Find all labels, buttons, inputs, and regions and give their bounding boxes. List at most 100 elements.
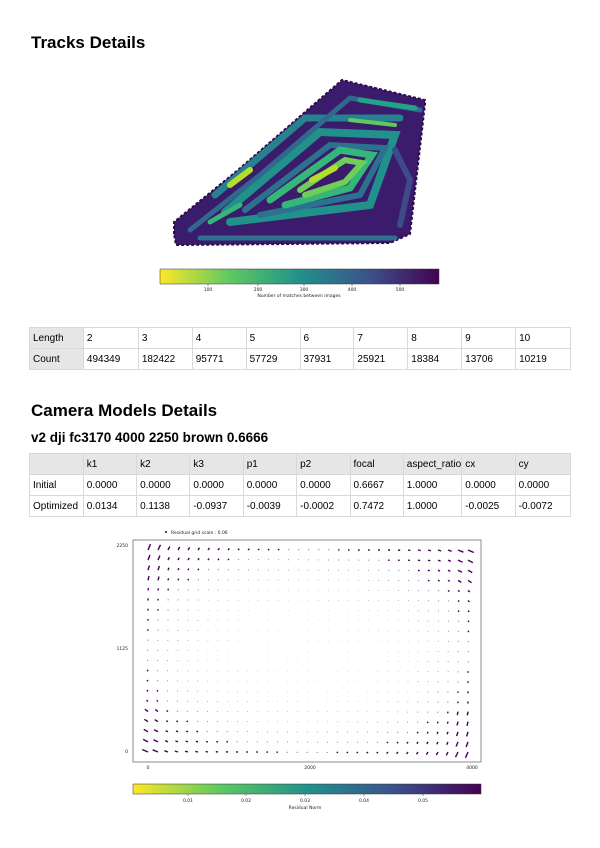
- residual-arrow: [437, 559, 441, 562]
- residual-arrow: [465, 741, 469, 748]
- residual-arrow: [227, 548, 230, 551]
- residual-colorbar-tick: 0.03: [300, 798, 310, 804]
- residual-arrow: [186, 710, 189, 712]
- residual-arrow: [205, 750, 209, 753]
- residual-arrow: [457, 620, 460, 623]
- residual-arrow: [141, 748, 149, 753]
- tracks-colorbar-tick: 500: [396, 287, 405, 293]
- residual-arrow: [197, 547, 201, 551]
- table-cell: 3: [137, 327, 193, 349]
- residual-arrow: [346, 741, 349, 743]
- residual-arrow: [167, 546, 171, 551]
- residual-arrow: [386, 741, 389, 744]
- table-cell: 5: [245, 327, 301, 349]
- table-cell: 0.0134: [82, 495, 138, 517]
- residual-arrow: [367, 731, 369, 733]
- residual-colorbar-tick: 0.02: [241, 798, 251, 804]
- tracks-table: Length 2 3 4 5 6 7 8 9 10 Count 494349 1…: [29, 327, 571, 370]
- residual-arrow: [153, 739, 159, 743]
- residual-arrow: [387, 731, 389, 734]
- residual-arrow: [277, 559, 280, 561]
- column-header: focal: [349, 453, 404, 475]
- residual-arrow: [197, 557, 200, 561]
- residual-arrow: [147, 565, 151, 571]
- residual-arrow: [436, 741, 439, 745]
- table-row: Length 2 3 4 5 6 7 8 9 10: [29, 327, 571, 349]
- residual-arrow: [144, 718, 149, 723]
- residual-arrow: [167, 567, 170, 571]
- residual-arrow: [467, 579, 472, 584]
- residual-arrow: [416, 731, 419, 734]
- residual-arrow: [397, 731, 399, 734]
- residual-arrow: [187, 547, 191, 551]
- residual-arrow: [387, 721, 389, 723]
- table-cell: 0.0000: [82, 474, 138, 496]
- residual-arrow: [153, 729, 159, 733]
- residual-arrow: [277, 569, 279, 571]
- table-cell: 9: [461, 327, 517, 349]
- residual-arrow: [227, 568, 229, 571]
- residual-arrow: [437, 579, 440, 582]
- residual-y-tick: 1125: [117, 646, 129, 652]
- residual-arrow: [146, 689, 149, 692]
- residual-arrow: [186, 700, 189, 702]
- residual-arrow: [347, 731, 349, 733]
- table-cell: 0.0000: [461, 474, 516, 496]
- table-cell: -0.0039: [242, 495, 298, 517]
- residual-arrow: [326, 751, 329, 754]
- column-header: p2: [296, 453, 351, 475]
- column-header: [29, 453, 84, 475]
- residual-arrow: [467, 569, 473, 574]
- residual-arrow: [377, 721, 379, 723]
- residual-arrow: [427, 579, 430, 582]
- residual-arrow: [207, 568, 210, 571]
- residual-arrow: [457, 589, 461, 593]
- residual-arrow: [257, 569, 259, 571]
- residual-arrow-grid: [141, 543, 475, 759]
- residual-arrow: [456, 721, 459, 726]
- table-cell: 0.0000: [136, 474, 191, 496]
- residual-arrow: [146, 659, 149, 662]
- residual-arrow: [467, 589, 471, 593]
- residual-arrow: [447, 610, 450, 612]
- residual-arrow: [297, 549, 300, 551]
- column-header: k3: [189, 453, 244, 475]
- residual-arrow: [287, 559, 290, 561]
- residual-arrow: [184, 750, 189, 753]
- table-cell: 25921: [353, 348, 409, 370]
- table-cell: 10219: [515, 348, 571, 370]
- tracks-title: Tracks Details: [31, 33, 146, 52]
- residual-arrow: [165, 720, 169, 723]
- residual-y-tick: 2250: [117, 543, 129, 549]
- residual-arrow: [316, 751, 319, 753]
- table-cell: 57729: [245, 348, 301, 370]
- tracks-colorbar-tick: 300: [300, 287, 309, 293]
- residual-legend: Residual grid scale : 0.06: [171, 530, 228, 536]
- residual-x-tick: 2000: [304, 765, 316, 771]
- residual-arrow: [447, 640, 449, 642]
- residual-arrow: [144, 708, 149, 713]
- table-row: Optimized 0.0134 0.1138 -0.0937 -0.0039 …: [29, 495, 572, 517]
- table-cell: 7: [353, 327, 409, 349]
- residual-arrow: [237, 569, 239, 571]
- residual-arrow: [175, 730, 179, 733]
- residual-colorbar-tick: 0.01: [183, 798, 193, 804]
- residual-arrow: [164, 740, 169, 743]
- table-row: Initial 0.0000 0.0000 0.0000 0.0000 0.00…: [29, 474, 572, 496]
- residual-arrow: [165, 730, 169, 733]
- residual-arrow: [177, 680, 179, 682]
- residual-arrow: [465, 731, 469, 737]
- residual-arrow: [467, 549, 475, 554]
- residual-arrow: [217, 568, 219, 571]
- residual-arrow: [227, 558, 230, 561]
- residual-arrow: [237, 579, 239, 581]
- residual-arrow: [396, 741, 399, 744]
- residual-arrow: [197, 700, 199, 702]
- residual-arrow: [426, 731, 429, 734]
- residual-arrow: [397, 721, 399, 723]
- residual-arrow: [167, 680, 169, 682]
- residual-arrow: [357, 731, 359, 733]
- residual-colorbar-label: Residual Norm: [289, 805, 322, 811]
- column-header: cy: [514, 453, 572, 475]
- residual-arrow: [417, 721, 419, 724]
